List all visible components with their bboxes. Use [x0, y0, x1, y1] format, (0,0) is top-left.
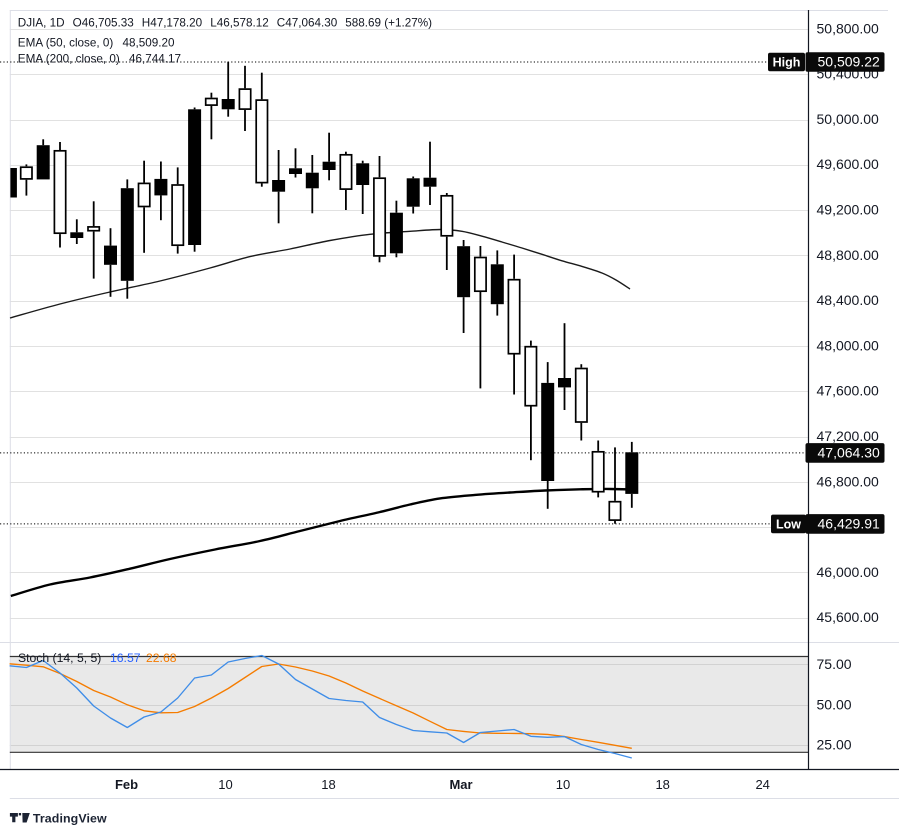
svg-text:48,400.00: 48,400.00 [817, 292, 879, 308]
svg-text:48,800.00: 48,800.00 [817, 247, 879, 263]
svg-text:High: High [773, 56, 801, 70]
svg-text:48,000.00: 48,000.00 [817, 337, 879, 353]
svg-text:EMA (50, close, 0) 48,509.20: EMA (50, close, 0) 48,509.20 [18, 37, 175, 50]
svg-text:50.00: 50.00 [817, 697, 852, 713]
svg-text:10: 10 [218, 777, 232, 792]
svg-text:50,800.00: 50,800.00 [817, 20, 879, 36]
svg-text:10: 10 [556, 777, 570, 792]
svg-text:46,000.00: 46,000.00 [817, 564, 879, 580]
svg-text:46,800.00: 46,800.00 [817, 473, 879, 489]
svg-text:18: 18 [655, 777, 669, 792]
svg-text:46,429.91: 46,429.91 [818, 516, 880, 532]
svg-text:45,600.00: 45,600.00 [817, 609, 879, 625]
svg-text:24: 24 [755, 777, 769, 792]
svg-text:47,064.30: 47,064.30 [818, 445, 880, 461]
svg-text:50,509.22: 50,509.22 [818, 54, 880, 70]
svg-text:Stoch (14, 5, 5): Stoch (14, 5, 5) [18, 651, 101, 665]
svg-text:Low: Low [776, 518, 801, 532]
svg-text:49,600.00: 49,600.00 [817, 156, 879, 172]
svg-text:47,600.00: 47,600.00 [817, 383, 879, 399]
svg-text:16.57: 16.57 [110, 651, 141, 665]
svg-text:25.00: 25.00 [817, 737, 852, 753]
svg-text:49,200.00: 49,200.00 [817, 202, 879, 218]
svg-text:DJIA, 1D O46,705.33 H47,178.20: DJIA, 1D O46,705.33 H47,178.20 L46,578.1… [18, 16, 432, 29]
svg-text:EMA (200, close, 0) 46,744.17: EMA (200, close, 0) 46,744.17 [18, 53, 181, 66]
svg-text:18: 18 [321, 777, 335, 792]
svg-text:50,000.00: 50,000.00 [817, 111, 879, 127]
svg-text:22.68: 22.68 [146, 651, 177, 665]
svg-text:Mar: Mar [449, 777, 472, 792]
svg-text:Feb: Feb [115, 777, 138, 792]
svg-text:47,200.00: 47,200.00 [817, 428, 879, 444]
svg-text:TradingView: TradingView [33, 811, 107, 825]
svg-text:75.00: 75.00 [817, 656, 852, 672]
